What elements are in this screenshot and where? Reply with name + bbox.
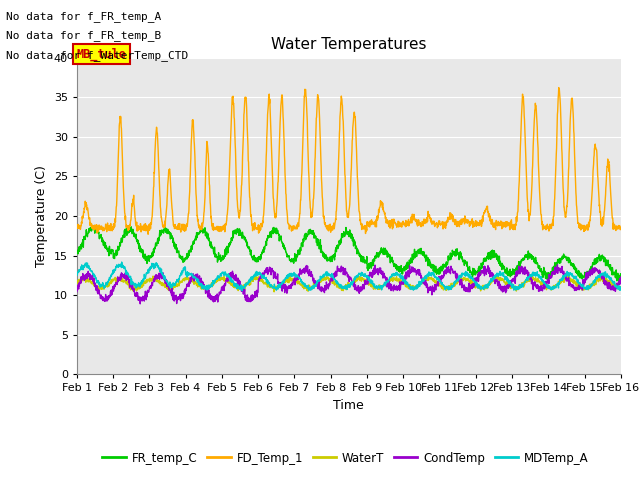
- Text: No data for f_FR_temp_B: No data for f_FR_temp_B: [6, 30, 162, 41]
- Y-axis label: Temperature (C): Temperature (C): [35, 165, 48, 267]
- Title: Water Temperatures: Water Temperatures: [271, 37, 426, 52]
- Text: MB_tule: MB_tule: [77, 48, 127, 61]
- Text: No data for f_WaterTemp_CTD: No data for f_WaterTemp_CTD: [6, 49, 189, 60]
- Text: No data for f_FR_temp_A: No data for f_FR_temp_A: [6, 11, 162, 22]
- Legend: FR_temp_C, FD_Temp_1, WaterT, CondTemp, MDTemp_A: FR_temp_C, FD_Temp_1, WaterT, CondTemp, …: [98, 447, 593, 469]
- X-axis label: Time: Time: [333, 399, 364, 412]
